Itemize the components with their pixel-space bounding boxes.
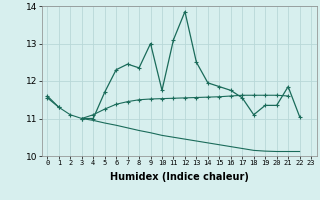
- X-axis label: Humidex (Indice chaleur): Humidex (Indice chaleur): [110, 172, 249, 182]
